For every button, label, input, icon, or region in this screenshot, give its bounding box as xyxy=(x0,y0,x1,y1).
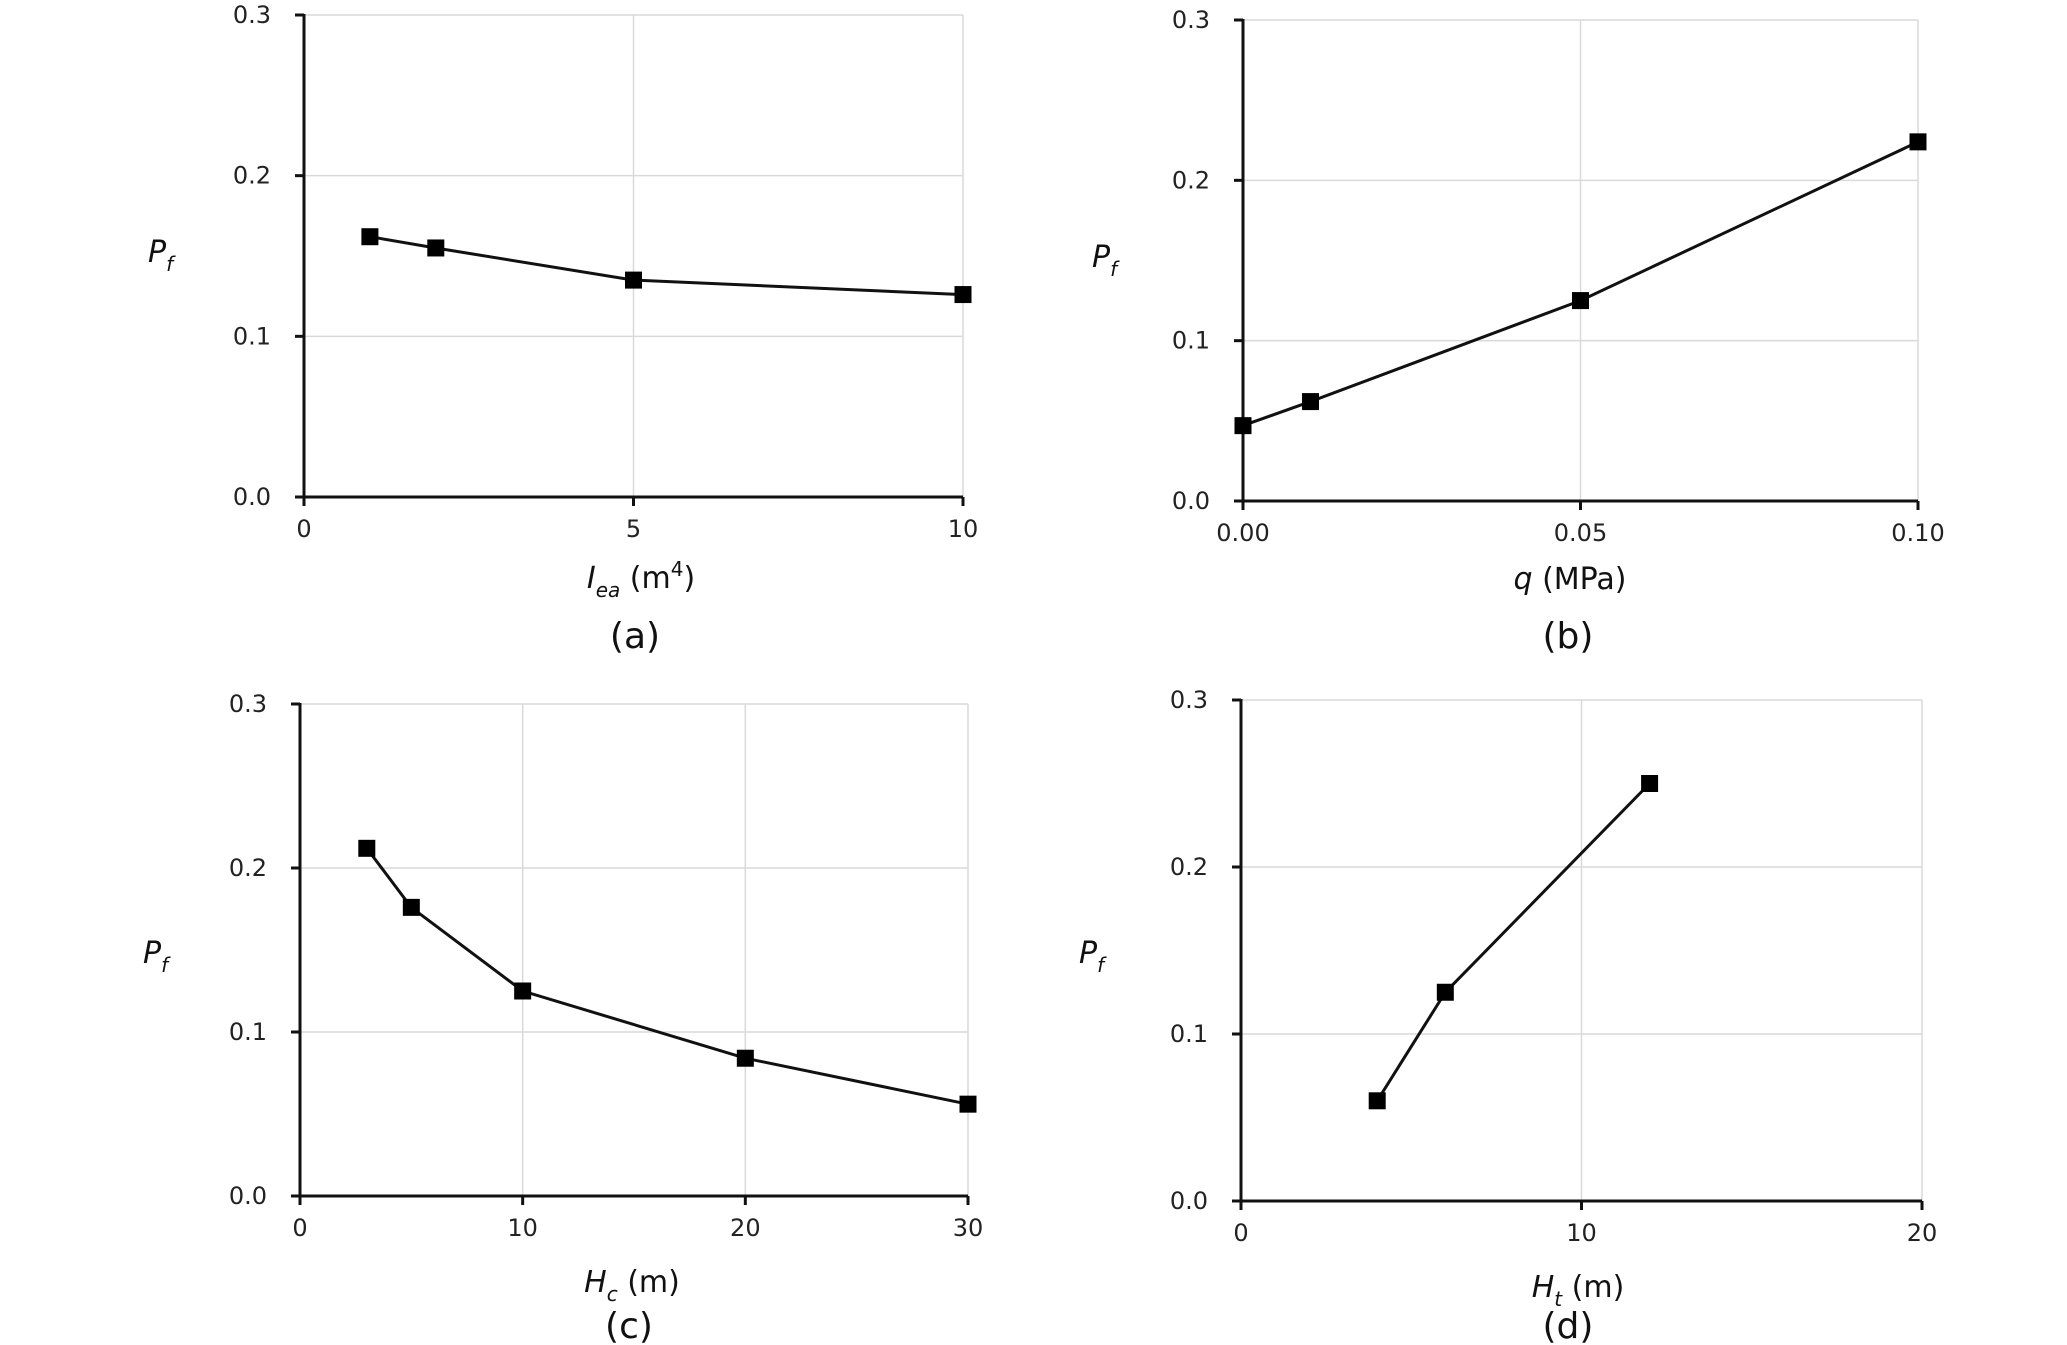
x-axis-label-main: H xyxy=(584,1265,607,1300)
x-axis-label-main: H xyxy=(1532,1270,1555,1305)
y-axis-label-main: P xyxy=(148,235,167,270)
x-axis-label-unit: (m xyxy=(620,561,670,596)
x-axis-label: q (MPa) xyxy=(1513,562,1626,597)
y-axis-label-main: P xyxy=(1092,240,1111,275)
x-tick-label: 10 xyxy=(507,1214,538,1242)
y-tick-label: 0.3 xyxy=(233,1,271,29)
data-point xyxy=(1368,1092,1386,1110)
data-point xyxy=(736,1049,754,1067)
x-axis-label-main: I xyxy=(587,561,596,596)
y-tick-label: 0.0 xyxy=(229,1182,267,1210)
y-axis-label: Pf xyxy=(1092,240,1120,281)
y-tick-label: 0.0 xyxy=(233,483,271,511)
y-axis-label: Pf xyxy=(148,235,176,276)
x-axis-label: Iea (m4) xyxy=(587,557,695,602)
y-axis-label-main: P xyxy=(143,936,162,971)
y-tick-label: 0.2 xyxy=(233,162,271,190)
y-axis-label-main: P xyxy=(1079,936,1098,971)
x-tick-label: 20 xyxy=(1907,1219,1938,1247)
x-axis-label-unit: (m) xyxy=(618,1265,680,1300)
data-point xyxy=(361,228,379,246)
x-tick-label: 30 xyxy=(953,1214,984,1242)
x-tick-label: 0 xyxy=(292,1214,307,1242)
data-point xyxy=(1641,775,1659,792)
data-point xyxy=(1302,393,1319,411)
chart-panel-a: 0.0 0.1 0.2 0.3 0 5 10 Pf Iea (m4) (a) xyxy=(148,1,978,657)
x-tick-label: 10 xyxy=(948,515,979,543)
x-tick-label: 0.05 xyxy=(1554,519,1607,547)
x-tick-label: 0 xyxy=(296,515,311,543)
panel-label: (c) xyxy=(605,1306,653,1345)
y-axis-label-subscript: f xyxy=(1097,953,1107,977)
y-tick-label: 0.2 xyxy=(229,854,267,882)
panel-label: (d) xyxy=(1543,1306,1594,1345)
y-tick-label: 0.0 xyxy=(1172,487,1210,515)
y-tick-label: 0.3 xyxy=(1172,6,1210,34)
y-axis-label: Pf xyxy=(1079,936,1107,977)
x-tick-label: 0 xyxy=(1233,1219,1248,1247)
series-line xyxy=(365,847,969,1106)
data-point xyxy=(514,982,532,1000)
x-axis-label-close: ) xyxy=(683,561,695,596)
x-axis-label-subscript: t xyxy=(1554,1287,1563,1311)
series-line xyxy=(1242,140,1919,428)
y-tick-label: 0.1 xyxy=(229,1018,267,1046)
y-tick-label: 0.1 xyxy=(233,322,271,350)
x-tick-label: 10 xyxy=(1566,1219,1597,1247)
y-axis-label-subscript: f xyxy=(1110,257,1120,281)
y-tick-label: 0.3 xyxy=(1170,686,1208,714)
data-point xyxy=(427,239,445,257)
data-point xyxy=(1436,983,1454,1001)
x-tick-label: 5 xyxy=(626,515,641,543)
data-point xyxy=(1572,292,1589,310)
x-tick-label: 20 xyxy=(730,1214,761,1242)
x-axis-label-main: q xyxy=(1513,562,1532,597)
data-point xyxy=(358,839,376,857)
data-point xyxy=(1909,133,1927,151)
y-axis-label-subscript: f xyxy=(166,252,176,276)
x-axis-label: Hc (m) xyxy=(584,1265,680,1306)
x-axis-label-subscript: ea xyxy=(596,578,621,602)
panel-label: (b) xyxy=(1543,616,1594,657)
data-point xyxy=(625,271,642,289)
x-tick-label: 0.10 xyxy=(1891,519,1944,547)
data-point xyxy=(959,1095,977,1113)
chart-panel-b: 0.0 0.1 0.2 0.3 0.00 0.05 0.10 Pf q (MPa) (b) xyxy=(1092,6,1945,657)
y-tick-label: 0.2 xyxy=(1172,166,1210,194)
series-line xyxy=(369,235,964,297)
data-point xyxy=(954,286,972,304)
y-axis-label: Pf xyxy=(143,936,171,977)
x-axis-label-subscript: c xyxy=(607,1282,618,1306)
y-axis-label-subscript: f xyxy=(161,953,171,977)
x-axis-label: Ht (m) xyxy=(1532,1270,1625,1311)
y-tick-label: 0.3 xyxy=(229,690,267,718)
x-axis-label-unit: (MPa) xyxy=(1533,562,1627,597)
x-axis-label-unit: (m) xyxy=(1562,1270,1624,1305)
data-point xyxy=(1234,417,1252,435)
y-tick-label: 0.2 xyxy=(1170,853,1208,881)
y-tick-label: 0.1 xyxy=(1172,327,1210,355)
x-axis-label-superscript: 4 xyxy=(671,557,684,581)
panel-label: (a) xyxy=(610,616,660,657)
y-tick-label: 0.0 xyxy=(1170,1187,1208,1215)
series-line xyxy=(1375,782,1651,1102)
x-tick-label: 0.00 xyxy=(1216,519,1269,547)
data-point xyxy=(402,898,420,916)
y-tick-label: 0.1 xyxy=(1170,1020,1208,1048)
chart-panel-d: 0.0 0.1 0.2 0.3 0 10 20 Pf Ht (m)(d) xyxy=(1079,686,1937,1345)
